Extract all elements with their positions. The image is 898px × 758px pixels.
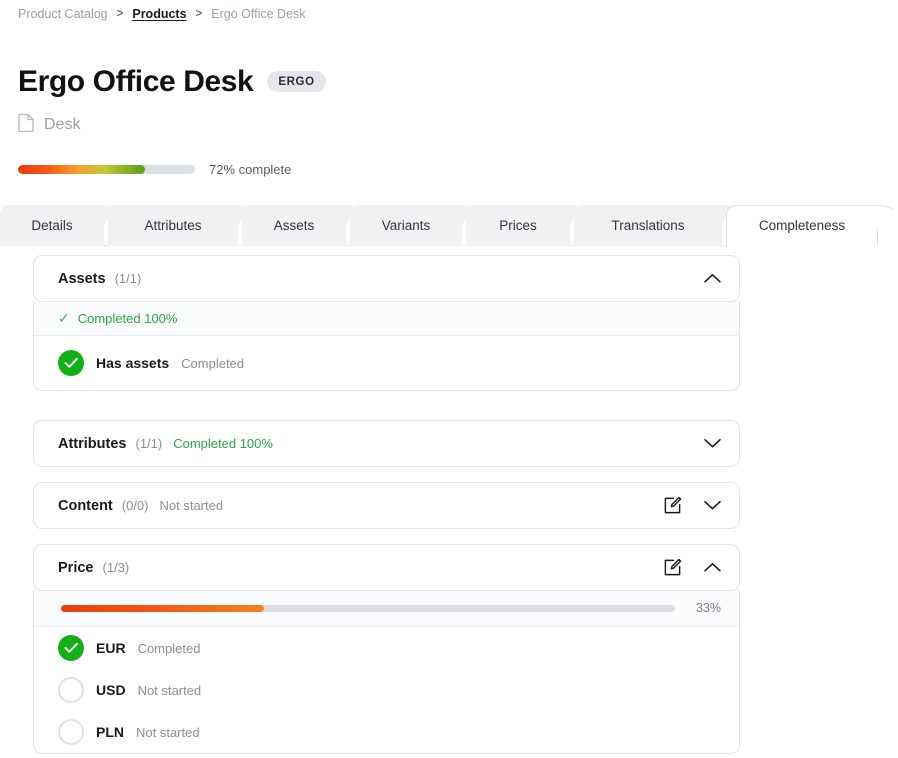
overall-progress-fill bbox=[18, 165, 146, 174]
tab-translations[interactable]: Translations bbox=[574, 205, 748, 246]
tab-shape bbox=[0, 205, 104, 246]
breadcrumb: Product Catalog > Products > Ergo Office… bbox=[18, 7, 306, 21]
product-category-label: Desk bbox=[44, 116, 81, 133]
edit-icon[interactable] bbox=[661, 557, 683, 579]
check-icon: ✓ bbox=[58, 310, 70, 326]
section-title: Assets bbox=[58, 270, 106, 287]
section-actions bbox=[701, 268, 723, 290]
section-actions bbox=[661, 557, 723, 579]
chevron-down-icon[interactable] bbox=[701, 495, 723, 517]
sku-badge: ERGO bbox=[267, 71, 326, 93]
tab-completeness[interactable]: Completeness bbox=[726, 205, 898, 246]
completeness-item: PLN Not started bbox=[34, 711, 739, 753]
section-status-strip: ✓ Completed 100% bbox=[34, 301, 739, 336]
edit-icon[interactable] bbox=[661, 495, 683, 517]
section-header[interactable]: Content (0/0) Not started bbox=[33, 482, 740, 529]
tab-shape bbox=[726, 205, 878, 246]
tab-label: Variants bbox=[381, 218, 431, 233]
document-icon bbox=[18, 113, 35, 137]
breadcrumb-separator: > bbox=[195, 8, 203, 20]
section-actions bbox=[661, 495, 723, 517]
breadcrumb-item-current: Ergo Office Desk bbox=[211, 7, 306, 21]
section-count: (0/0) bbox=[121, 498, 149, 513]
tab-shape bbox=[466, 205, 570, 246]
section-actions bbox=[701, 433, 723, 455]
tab-label: Details bbox=[31, 218, 73, 233]
item-status: Completed bbox=[181, 355, 245, 371]
status-complete-icon bbox=[58, 635, 84, 661]
tabbar: Details Attributes Assets Variants Prices Tra… bbox=[0, 205, 898, 246]
tab-shape bbox=[350, 205, 462, 246]
tab-shape bbox=[108, 205, 238, 246]
item-name: Has assets bbox=[96, 355, 170, 371]
completeness-section-assets: Assets (1/1) ✓ Completed 100% Has assets Comp… bbox=[33, 255, 740, 391]
completeness-item: EUR Completed bbox=[34, 627, 739, 669]
section-title: Attributes bbox=[58, 435, 127, 452]
section-progress-fill bbox=[61, 604, 264, 612]
item-status: Completed bbox=[137, 640, 201, 656]
tab-assets[interactable]: Assets bbox=[242, 205, 372, 246]
section-progress-track bbox=[61, 604, 675, 612]
tab-label: Prices bbox=[499, 218, 537, 233]
status-notstarted-icon bbox=[58, 677, 84, 703]
page-title: Ergo Office Desk bbox=[18, 65, 254, 98]
chevron-up-icon[interactable] bbox=[701, 557, 723, 579]
overall-progress-track bbox=[18, 165, 195, 174]
section-header[interactable]: Price (1/3) bbox=[33, 544, 740, 591]
section-progress-label: 33% bbox=[695, 601, 721, 615]
section-count: (1/3) bbox=[102, 560, 130, 575]
overall-progress-label: 72% complete bbox=[209, 162, 292, 177]
completeness-section-attributes: Attributes (1/1) Completed 100% bbox=[33, 420, 740, 467]
section-body: ✓ Completed 100% Has assets Completed bbox=[33, 301, 740, 391]
item-name: USD bbox=[96, 682, 126, 698]
tab-label: Assets bbox=[273, 218, 315, 233]
section-body: 33% EUR Completed USD Not started PLN Not star… bbox=[33, 590, 740, 754]
completeness-item: Has assets Completed bbox=[34, 336, 739, 390]
breadcrumb-item-products[interactable]: Products bbox=[132, 7, 187, 21]
tab-prices[interactable]: Prices bbox=[466, 205, 596, 246]
product-category-row: Desk bbox=[18, 113, 80, 137]
tab-wedge bbox=[874, 205, 898, 246]
breadcrumb-item-catalog[interactable]: Product Catalog bbox=[18, 7, 108, 21]
tab-shape bbox=[574, 205, 722, 246]
tab-details[interactable]: Details bbox=[0, 205, 130, 246]
chevron-up-icon[interactable] bbox=[701, 268, 723, 290]
chevron-down-icon[interactable] bbox=[701, 433, 723, 455]
section-title: Price bbox=[58, 559, 94, 576]
item-status: Not started bbox=[137, 682, 202, 698]
status-complete-icon bbox=[58, 350, 84, 376]
completeness-section-price: Price (1/3) 33% EUR Completed USD Not started P… bbox=[33, 544, 740, 754]
completeness-panel: Assets (1/1) ✓ Completed 100% Has assets Comp… bbox=[0, 246, 898, 758]
status-notstarted-icon bbox=[58, 719, 84, 745]
item-name: PLN bbox=[96, 724, 124, 740]
section-progress-strip: 33% bbox=[34, 590, 739, 627]
section-count: (1/1) bbox=[135, 436, 163, 451]
breadcrumb-separator: > bbox=[116, 8, 124, 20]
section-status: Not started bbox=[159, 498, 224, 513]
item-status: Not started bbox=[136, 724, 200, 740]
tab-label: Translations bbox=[611, 218, 685, 233]
section-title: Content bbox=[58, 497, 113, 514]
section-header[interactable]: Assets (1/1) bbox=[33, 255, 740, 302]
overall-progress: 72% complete bbox=[18, 162, 291, 177]
tab-shape bbox=[242, 205, 346, 246]
section-count: (1/1) bbox=[114, 271, 142, 286]
section-header[interactable]: Attributes (1/1) Completed 100% bbox=[33, 420, 740, 467]
page-title-row: Ergo Office Desk ERGO bbox=[18, 66, 326, 98]
tab-variants[interactable]: Variants bbox=[350, 205, 488, 246]
completeness-section-content: Content (0/0) Not started bbox=[33, 482, 740, 529]
tab-label: Completeness bbox=[758, 218, 846, 233]
tab-attributes[interactable]: Attributes bbox=[108, 205, 264, 246]
tab-label: Attributes bbox=[144, 218, 202, 233]
section-status-text: Completed 100% bbox=[77, 310, 178, 326]
section-status: Completed 100% bbox=[173, 436, 273, 451]
item-name: EUR bbox=[96, 640, 126, 656]
completeness-item: USD Not started bbox=[34, 669, 739, 711]
